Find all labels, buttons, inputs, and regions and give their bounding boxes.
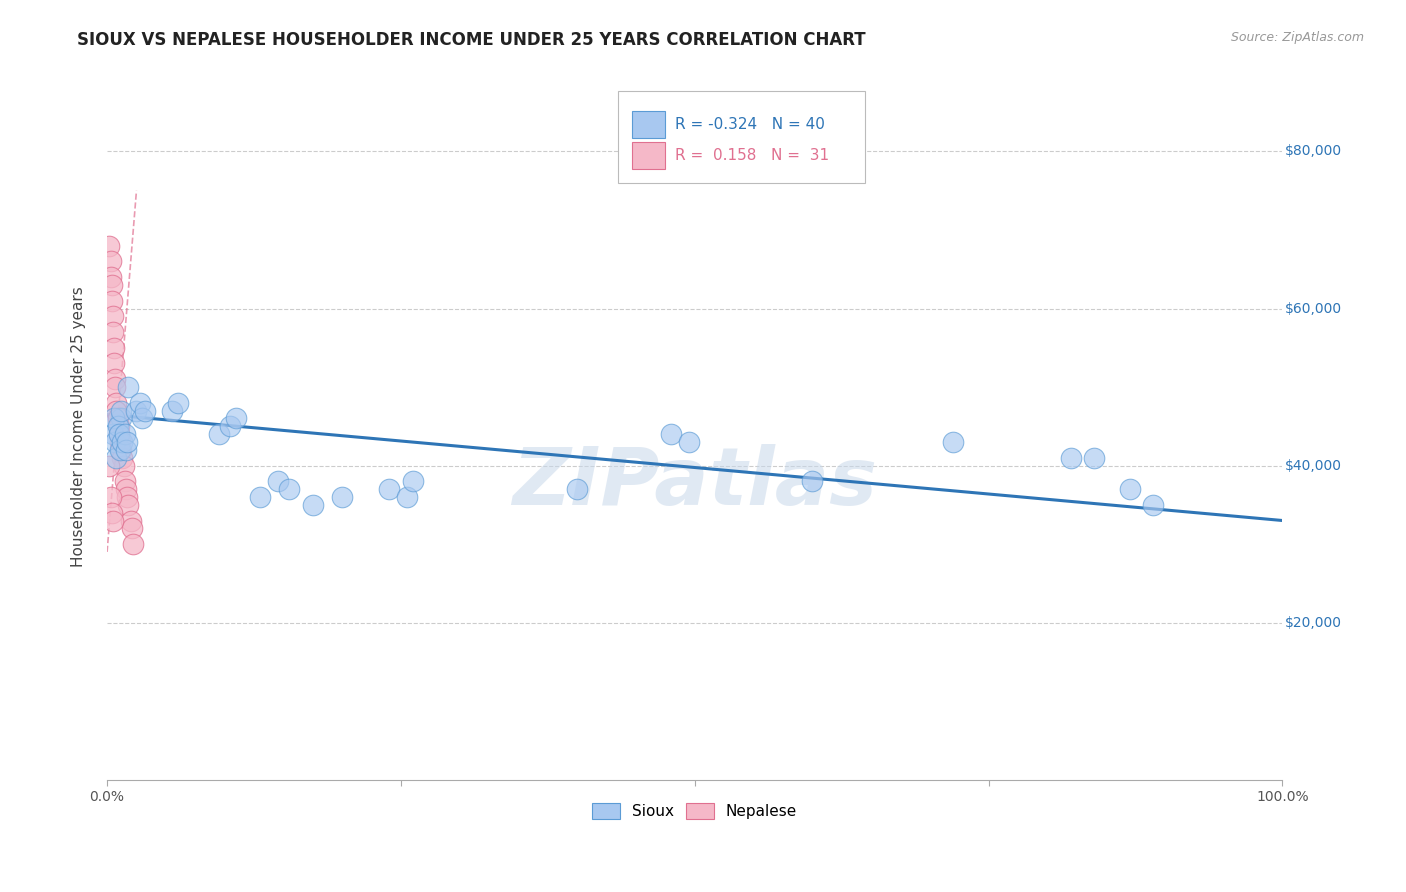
Point	[100, 506, 122, 520]
Point	[166, 396, 188, 410]
Point	[378, 482, 401, 496]
Point	[330, 490, 353, 504]
Point	[105, 403, 128, 417]
Point	[117, 498, 139, 512]
Point	[1142, 498, 1164, 512]
Point	[402, 475, 425, 489]
Point	[108, 427, 131, 442]
Point	[801, 475, 824, 489]
Point	[108, 427, 131, 442]
Point	[101, 514, 124, 528]
Point	[225, 411, 247, 425]
Text: $40,000: $40,000	[1285, 458, 1341, 473]
Text: SIOUX VS NEPALESE HOUSEHOLDER INCOME UNDER 25 YEARS CORRELATION CHART: SIOUX VS NEPALESE HOUSEHOLDER INCOME UND…	[77, 31, 866, 49]
Point	[101, 310, 124, 324]
Point	[100, 490, 122, 504]
Text: R = -0.324   N = 40: R = -0.324 N = 40	[675, 117, 825, 132]
Point	[301, 498, 323, 512]
Point	[567, 482, 589, 496]
Text: $80,000: $80,000	[1285, 145, 1341, 159]
Point	[219, 419, 242, 434]
Point	[108, 442, 131, 457]
Text: $20,000: $20,000	[1285, 615, 1341, 630]
Point	[266, 475, 288, 489]
Point	[125, 403, 148, 417]
Point	[103, 411, 125, 425]
Point	[114, 475, 136, 489]
Point	[101, 325, 124, 339]
Point	[1060, 450, 1083, 465]
Point	[115, 490, 138, 504]
Point	[104, 372, 127, 386]
Point	[100, 293, 122, 308]
Point	[104, 435, 127, 450]
Point	[105, 396, 128, 410]
Point	[115, 442, 138, 457]
Point	[105, 450, 128, 465]
Point	[1083, 450, 1105, 465]
Point	[160, 403, 183, 417]
Point	[100, 277, 122, 292]
Point	[678, 435, 700, 450]
Point	[98, 238, 121, 252]
Point	[117, 380, 139, 394]
Point	[110, 411, 132, 425]
Point	[208, 427, 231, 442]
Point	[107, 419, 129, 434]
FancyBboxPatch shape	[619, 91, 865, 183]
Point	[120, 514, 142, 528]
Point	[101, 427, 124, 442]
Point	[103, 341, 125, 355]
Y-axis label: Householder Income Under 25 years: Householder Income Under 25 years	[72, 286, 86, 566]
Text: $60,000: $60,000	[1285, 301, 1341, 316]
Point	[122, 537, 145, 551]
Point	[111, 435, 134, 450]
Point	[110, 442, 132, 457]
Point	[103, 356, 125, 370]
Point	[108, 419, 131, 434]
Point	[115, 435, 138, 450]
Bar	[633, 142, 665, 169]
Point	[278, 482, 301, 496]
Point	[112, 458, 135, 473]
Point	[115, 482, 138, 496]
Point	[121, 521, 143, 535]
Point	[249, 490, 271, 504]
Point	[108, 435, 131, 450]
Point	[100, 254, 122, 268]
Text: ZIPatlas: ZIPatlas	[512, 444, 877, 522]
Point	[111, 450, 134, 465]
Point	[98, 458, 121, 473]
Point	[110, 403, 132, 417]
Point	[134, 403, 156, 417]
Text: R =  0.158   N =  31: R = 0.158 N = 31	[675, 148, 830, 163]
Point	[114, 427, 136, 442]
Point	[100, 270, 122, 285]
Point	[129, 396, 152, 410]
Point	[107, 411, 129, 425]
Point	[131, 411, 153, 425]
Point	[1118, 482, 1140, 496]
Text: Source: ZipAtlas.com: Source: ZipAtlas.com	[1230, 31, 1364, 45]
Point	[659, 427, 682, 442]
Point	[942, 435, 965, 450]
Point	[104, 380, 127, 394]
Point	[395, 490, 418, 504]
Legend: Sioux, Nepalese: Sioux, Nepalese	[586, 797, 803, 825]
Bar	[633, 112, 665, 138]
